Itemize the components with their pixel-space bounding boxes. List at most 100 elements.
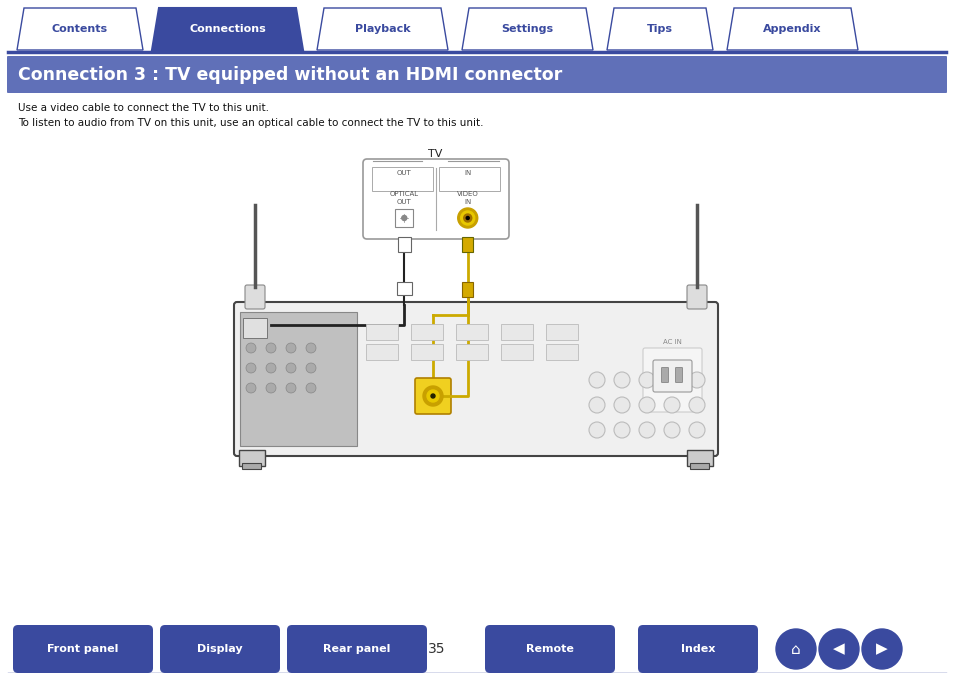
Circle shape (818, 629, 858, 669)
Circle shape (460, 211, 475, 225)
Text: Front panel: Front panel (48, 644, 118, 654)
Circle shape (266, 363, 275, 373)
Text: Playback: Playback (355, 24, 410, 34)
FancyBboxPatch shape (545, 324, 578, 340)
FancyBboxPatch shape (243, 318, 267, 338)
Text: TV: TV (427, 149, 442, 159)
Circle shape (588, 372, 604, 388)
Circle shape (246, 383, 255, 393)
Text: ◀: ◀ (832, 641, 844, 656)
Circle shape (286, 343, 295, 353)
FancyBboxPatch shape (240, 312, 356, 446)
Text: Appendix: Appendix (762, 24, 821, 34)
Circle shape (588, 422, 604, 438)
FancyBboxPatch shape (500, 324, 533, 340)
Circle shape (663, 397, 679, 413)
Text: Remote: Remote (525, 644, 574, 654)
Circle shape (266, 343, 275, 353)
Circle shape (688, 422, 704, 438)
FancyBboxPatch shape (366, 324, 397, 340)
Circle shape (266, 383, 275, 393)
FancyBboxPatch shape (415, 378, 451, 414)
Circle shape (614, 422, 629, 438)
FancyBboxPatch shape (456, 324, 488, 340)
FancyBboxPatch shape (7, 56, 946, 93)
FancyBboxPatch shape (372, 167, 433, 191)
Circle shape (286, 363, 295, 373)
Circle shape (639, 422, 655, 438)
FancyBboxPatch shape (545, 344, 578, 360)
FancyBboxPatch shape (686, 285, 706, 309)
FancyBboxPatch shape (363, 159, 509, 239)
FancyBboxPatch shape (411, 344, 442, 360)
Polygon shape (316, 8, 448, 50)
Text: Contents: Contents (51, 24, 108, 34)
Text: AC IN: AC IN (662, 339, 680, 345)
FancyBboxPatch shape (233, 302, 718, 456)
Text: Display: Display (197, 644, 243, 654)
Circle shape (427, 390, 438, 402)
FancyBboxPatch shape (675, 367, 681, 382)
Circle shape (306, 343, 315, 353)
FancyBboxPatch shape (462, 236, 473, 252)
FancyBboxPatch shape (411, 324, 442, 340)
Text: To listen to audio from TV on this unit, use an optical cable to connect the TV : To listen to audio from TV on this unit,… (18, 118, 483, 128)
Text: IN: IN (463, 199, 471, 205)
Circle shape (306, 383, 315, 393)
Circle shape (422, 386, 442, 406)
FancyBboxPatch shape (462, 281, 473, 297)
Polygon shape (17, 8, 143, 50)
FancyBboxPatch shape (287, 625, 427, 673)
FancyBboxPatch shape (242, 462, 261, 468)
Circle shape (862, 629, 901, 669)
FancyBboxPatch shape (690, 462, 709, 468)
Text: Index: Index (680, 644, 715, 654)
Circle shape (286, 383, 295, 393)
Circle shape (588, 397, 604, 413)
Polygon shape (152, 8, 303, 50)
Circle shape (614, 372, 629, 388)
Circle shape (639, 372, 655, 388)
Text: IN: IN (463, 170, 471, 176)
FancyBboxPatch shape (484, 625, 615, 673)
Polygon shape (606, 8, 712, 50)
Text: ⌂: ⌂ (790, 641, 800, 656)
Circle shape (466, 217, 469, 219)
FancyBboxPatch shape (638, 625, 758, 673)
Polygon shape (461, 8, 593, 50)
Circle shape (775, 629, 815, 669)
Circle shape (431, 394, 435, 398)
Circle shape (246, 363, 255, 373)
Text: ▶: ▶ (875, 641, 887, 656)
Circle shape (246, 343, 255, 353)
FancyBboxPatch shape (456, 344, 488, 360)
Circle shape (614, 397, 629, 413)
FancyBboxPatch shape (642, 348, 701, 412)
Text: 35: 35 (428, 642, 445, 656)
FancyBboxPatch shape (239, 450, 265, 466)
FancyBboxPatch shape (397, 236, 411, 252)
FancyBboxPatch shape (160, 625, 280, 673)
Circle shape (688, 397, 704, 413)
Circle shape (401, 215, 406, 221)
Text: OPTICAL: OPTICAL (389, 191, 418, 197)
FancyBboxPatch shape (366, 344, 397, 360)
Circle shape (457, 208, 477, 228)
Text: VIDEO: VIDEO (456, 191, 478, 197)
Text: Tips: Tips (646, 24, 672, 34)
FancyBboxPatch shape (652, 360, 691, 392)
FancyBboxPatch shape (395, 209, 413, 227)
FancyBboxPatch shape (686, 450, 712, 466)
Text: OUT: OUT (396, 199, 411, 205)
Circle shape (688, 372, 704, 388)
Circle shape (306, 363, 315, 373)
FancyBboxPatch shape (245, 285, 265, 309)
Text: Use a video cable to connect the TV to this unit.: Use a video cable to connect the TV to t… (18, 103, 269, 113)
FancyBboxPatch shape (13, 625, 152, 673)
Text: Rear panel: Rear panel (323, 644, 391, 654)
Circle shape (463, 214, 471, 222)
Circle shape (663, 422, 679, 438)
Text: Connection 3 : TV equipped without an HDMI connector: Connection 3 : TV equipped without an HD… (18, 65, 561, 83)
Circle shape (639, 397, 655, 413)
Text: OUT: OUT (396, 170, 411, 176)
